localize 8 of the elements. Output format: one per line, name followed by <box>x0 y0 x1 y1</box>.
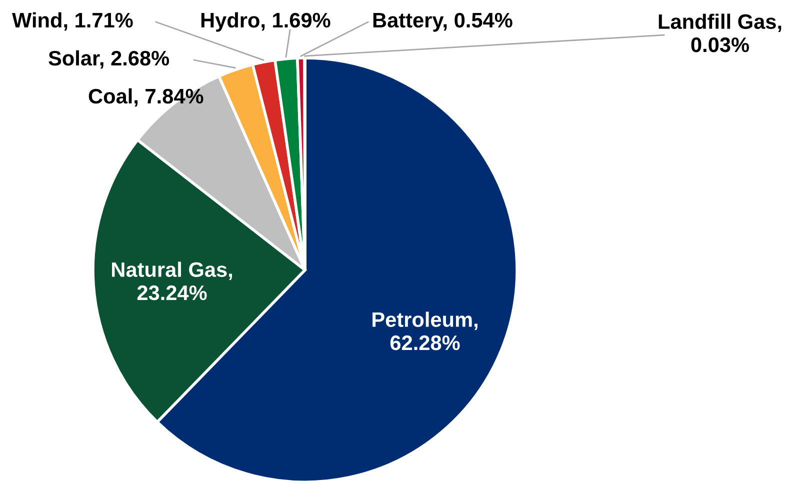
slice-label: Battery, 0.54% <box>373 12 512 32</box>
slice-label: Petroleum, 62.28% <box>372 312 478 350</box>
slice-label: Landfill Gas, 0.03% <box>658 14 782 52</box>
slice-label: Hydro, 1.69% <box>201 12 330 32</box>
slice-label: Wind, 1.71% <box>12 12 133 31</box>
slice-label: Solar, 2.68% <box>48 50 170 69</box>
slice-label: Natural Gas, 23.24% <box>112 262 232 300</box>
slice-label: Coal, 7.84% <box>88 88 204 107</box>
